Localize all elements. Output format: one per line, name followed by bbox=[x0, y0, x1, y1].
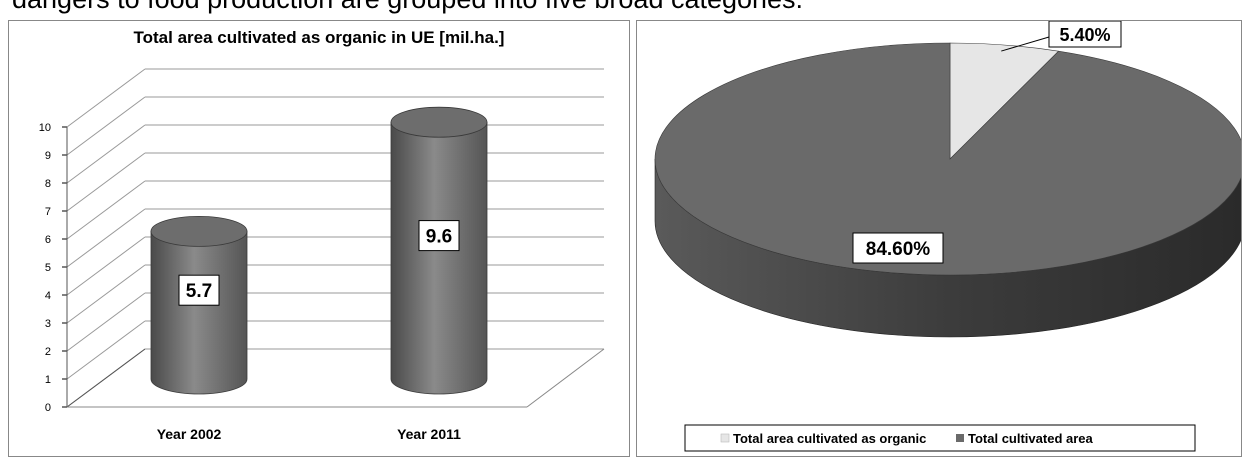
legend: Total area cultivated as organic Total cu… bbox=[684, 424, 1196, 452]
grid-line bbox=[66, 208, 146, 268]
y-tick-label: 4 bbox=[45, 290, 51, 302]
grid-line bbox=[66, 68, 146, 128]
grid-line bbox=[66, 180, 146, 240]
legend-box bbox=[684, 424, 1196, 452]
y-tick-label: 10 bbox=[39, 122, 51, 134]
bar-cylinder bbox=[390, 106, 488, 395]
x-category-label: Year 2011 bbox=[397, 426, 461, 442]
bar-top bbox=[390, 106, 488, 138]
bar-chart-title: Total area cultivated as organic in UE [… bbox=[134, 28, 505, 47]
y-tick-label: 3 bbox=[45, 318, 51, 330]
value-label: 84.60% bbox=[866, 239, 931, 260]
bar-chart-panel: Total area cultivated as organic in UE [… bbox=[8, 20, 630, 457]
y-tick-label: 5 bbox=[45, 262, 51, 274]
legend-label: Total cultivated area bbox=[968, 431, 1094, 446]
y-tick-label: 7 bbox=[45, 206, 51, 218]
y-tick-label: 2 bbox=[45, 346, 51, 358]
y-tick-label: 9 bbox=[45, 150, 51, 162]
label-leader-line bbox=[1001, 36, 1050, 52]
page-caption-text: dangers to food production are grouped i… bbox=[12, 0, 803, 15]
value-label-box bbox=[178, 274, 220, 306]
value-label: 5.7 bbox=[186, 281, 212, 302]
pie-chart: 5.40% 84.60% Total area cultivated as orga… bbox=[654, 21, 1241, 452]
axis-edge bbox=[66, 348, 146, 408]
legend-swatch bbox=[956, 434, 964, 442]
value-label-box bbox=[1048, 21, 1122, 48]
y-tick-label: 1 bbox=[45, 374, 51, 386]
y-tick-label: 6 bbox=[45, 234, 51, 246]
grid-line bbox=[66, 124, 146, 184]
bar-body bbox=[390, 121, 488, 395]
value-label: 9.6 bbox=[426, 227, 452, 248]
grid-line bbox=[66, 236, 146, 296]
value-label-box bbox=[852, 232, 944, 264]
grid-line bbox=[66, 292, 146, 352]
bar-body bbox=[150, 231, 248, 395]
x-category-label: Year 2002 bbox=[157, 426, 222, 442]
y-tick-label: 0 bbox=[45, 402, 51, 414]
value-label: 5.40% bbox=[1059, 25, 1110, 45]
pie-chart-panel: 5.40% 84.60% Total area cultivated as orga… bbox=[636, 20, 1242, 457]
value-label-box bbox=[418, 220, 460, 252]
legend-swatch bbox=[720, 433, 730, 443]
grid-line bbox=[66, 320, 146, 380]
pie-slice-total bbox=[654, 42, 1241, 276]
bar-chart: Total area cultivated as organic in UE [… bbox=[39, 28, 605, 442]
grid-line bbox=[66, 264, 146, 324]
floor-right-edge bbox=[526, 348, 605, 408]
grid-line bbox=[66, 96, 146, 156]
grid-line bbox=[66, 152, 146, 212]
y-tick-label: 8 bbox=[45, 178, 51, 190]
legend-label: Total area cultivated as organic bbox=[733, 431, 926, 446]
bar-top bbox=[150, 215, 248, 247]
bar-cylinder bbox=[150, 215, 248, 395]
